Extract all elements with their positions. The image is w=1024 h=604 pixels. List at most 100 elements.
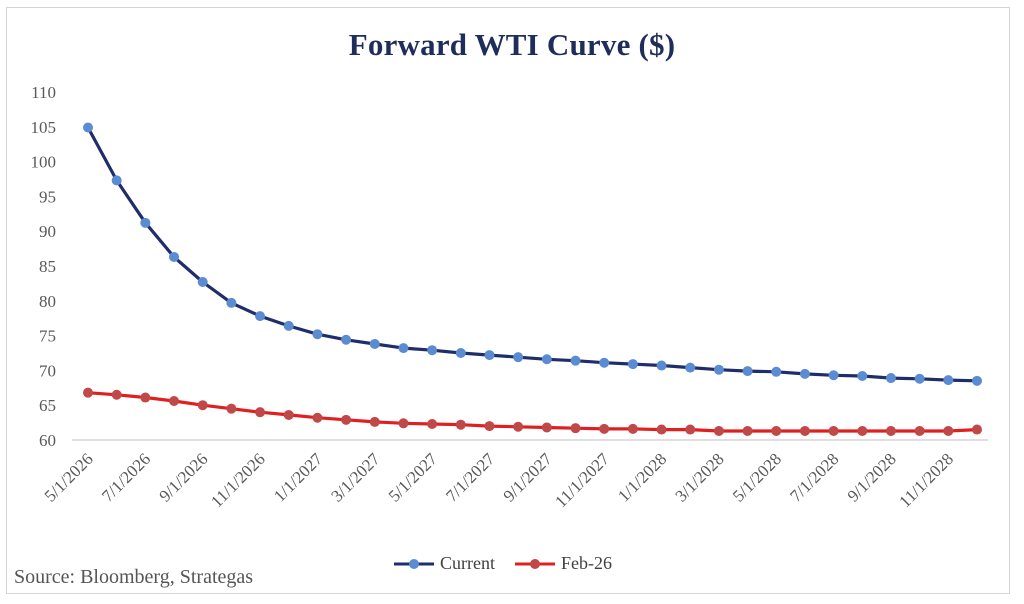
series-line-current — [86, 125, 979, 383]
y-tick-label: 105 — [31, 118, 57, 137]
data-point-current — [972, 375, 982, 386]
x-tick-label: 7/1/2026 — [98, 449, 154, 505]
data-point-feb-26 — [111, 389, 122, 400]
y-tick-label: 95 — [39, 187, 56, 206]
data-point-feb-26 — [685, 424, 696, 435]
data-point-current — [255, 311, 266, 322]
x-tick-label: 9/1/2028 — [844, 449, 900, 505]
data-point-current — [656, 360, 667, 371]
data-point-current — [541, 354, 552, 365]
data-point-current — [111, 175, 122, 186]
legend: Current Feb-26 — [392, 553, 612, 574]
y-tick-label: 90 — [39, 222, 56, 241]
data-point-current — [197, 277, 208, 288]
data-point-feb-26 — [627, 423, 638, 434]
data-point-current — [341, 334, 352, 345]
data-point-feb-26 — [885, 425, 896, 436]
x-tick-label: 5/1/2026 — [41, 449, 97, 505]
data-point-current — [570, 355, 581, 366]
source-note: Source: Bloomberg, Strategas — [14, 566, 254, 588]
y-tick-label: 110 — [31, 83, 56, 102]
data-point-feb-26 — [455, 419, 466, 430]
data-point-feb-26 — [283, 409, 294, 420]
legend-swatch-current — [394, 558, 434, 569]
data-point-feb-26 — [484, 421, 495, 432]
data-point-current — [140, 217, 151, 228]
data-point-feb-26 — [341, 414, 352, 425]
data-point-current — [885, 373, 896, 384]
data-point-feb-26 — [83, 387, 93, 398]
data-point-feb-26 — [398, 418, 409, 429]
data-point-feb-26 — [742, 425, 753, 436]
data-point-feb-26 — [255, 407, 266, 418]
data-point-feb-26 — [570, 423, 581, 434]
legend-item-current: Current — [392, 553, 495, 574]
chart-frame — [6, 7, 1010, 594]
data-point-current — [169, 251, 180, 262]
data-point-feb-26 — [857, 425, 868, 436]
data-point-feb-26 — [799, 425, 810, 436]
x-tick-label: 11/1/2027 — [551, 449, 613, 511]
legend-item-feb-26: Feb-26 — [513, 553, 612, 574]
x-tick-label: 9/1/2026 — [155, 449, 211, 505]
x-tick-label: 1/1/2028 — [614, 449, 670, 505]
y-tick-label: 80 — [39, 292, 56, 311]
data-point-current — [226, 297, 237, 308]
x-tick-label: 1/1/2027 — [270, 449, 327, 506]
data-point-feb-26 — [828, 425, 839, 436]
data-point-feb-26 — [226, 403, 237, 414]
y-tick-label: 85 — [39, 257, 56, 276]
data-point-current — [427, 345, 438, 356]
data-point-current — [513, 352, 524, 363]
data-point-current — [742, 366, 753, 377]
data-point-feb-26 — [599, 423, 610, 434]
data-point-current — [369, 338, 380, 349]
data-point-feb-26 — [656, 424, 667, 435]
legend-label-current: Current — [440, 553, 495, 573]
y-tick-label: 70 — [39, 361, 56, 380]
x-tick-label: 11/1/2026 — [207, 449, 269, 511]
data-point-current — [312, 329, 323, 340]
data-point-feb-26 — [427, 418, 438, 429]
series-line-feb-26 — [86, 391, 979, 433]
data-point-feb-26 — [943, 425, 954, 436]
data-point-current — [857, 370, 868, 381]
x-tick-label: 3/1/2027 — [327, 449, 384, 506]
data-point-current — [455, 348, 466, 358]
data-point-feb-26 — [312, 412, 323, 423]
legend-swatch-feb-26 — [514, 558, 555, 569]
data-point-current — [83, 122, 93, 133]
data-point-feb-26 — [169, 396, 180, 407]
data-point-current — [799, 368, 810, 379]
data-point-current — [713, 364, 724, 375]
data-point-current — [283, 320, 294, 331]
data-point-feb-26 — [771, 425, 782, 436]
legend-label-feb-26: Feb-26 — [560, 553, 612, 573]
data-point-current — [627, 359, 638, 370]
data-point-feb-26 — [972, 424, 982, 435]
data-point-current — [943, 375, 954, 386]
x-tick-label: 7/1/2028 — [786, 449, 842, 505]
data-point-current — [914, 373, 925, 384]
x-tick-label: 5/1/2027 — [385, 449, 442, 506]
y-tick-label: 100 — [31, 153, 57, 172]
y-tick-label: 60 — [39, 431, 56, 450]
data-point-current — [398, 343, 409, 354]
data-point-feb-26 — [541, 422, 552, 433]
data-point-feb-26 — [914, 425, 925, 436]
data-point-feb-26 — [513, 421, 524, 432]
chart-title: Forward WTI Curve ($) — [348, 27, 676, 62]
x-tick-label: 5/1/2028 — [729, 449, 785, 505]
data-point-current — [685, 362, 696, 373]
data-point-feb-26 — [369, 416, 380, 427]
x-tick-label: 3/1/2028 — [672, 449, 728, 505]
y-tick-label: 65 — [39, 396, 56, 415]
data-point-feb-26 — [140, 392, 151, 403]
y-tick-label: 75 — [39, 327, 56, 346]
data-point-feb-26 — [197, 400, 208, 411]
data-point-current — [828, 370, 839, 381]
x-tick-label: 11/1/2028 — [895, 449, 957, 511]
data-point-current — [599, 357, 610, 368]
data-point-current — [484, 350, 495, 361]
